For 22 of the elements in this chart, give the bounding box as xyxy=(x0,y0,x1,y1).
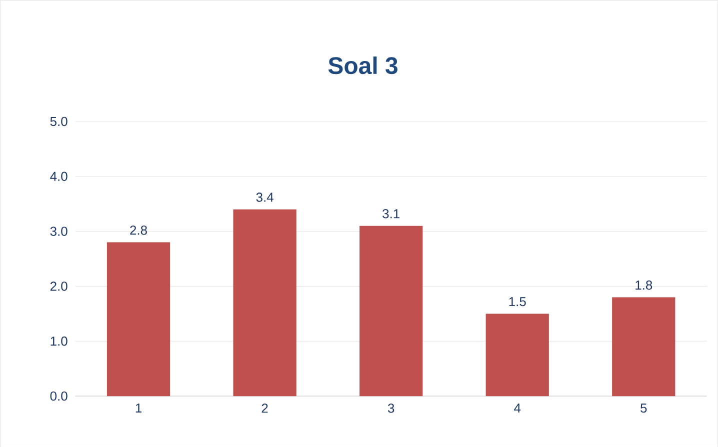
data-label: 3.1 xyxy=(382,208,400,218)
y-tick-label: 2.0 xyxy=(50,281,68,291)
x-tick-label: 2 xyxy=(262,403,268,412)
data-label: 3.4 xyxy=(256,192,274,202)
data-label: 1.8 xyxy=(636,280,652,290)
x-tick-label: 3 xyxy=(388,403,394,413)
bar xyxy=(486,314,549,396)
data-label: 2.8 xyxy=(130,225,147,235)
x-tick-label: 1 xyxy=(136,403,142,412)
bar xyxy=(360,226,423,396)
y-tick-label: 1.0 xyxy=(50,336,68,346)
bar xyxy=(106,242,170,396)
y-tick-label: 4.0 xyxy=(50,172,68,181)
y-tick-label: 3.0 xyxy=(50,226,68,236)
y-tick-label: 5.0 xyxy=(50,116,68,126)
bar xyxy=(233,209,296,396)
x-tick-label: 5 xyxy=(640,403,647,412)
y-tick-label: 0.0 xyxy=(50,391,68,400)
x-tick-label: 4 xyxy=(514,403,521,412)
bar xyxy=(612,297,676,396)
chart-title: Soal 3 xyxy=(328,56,398,74)
data-label: 1.5 xyxy=(509,296,526,306)
